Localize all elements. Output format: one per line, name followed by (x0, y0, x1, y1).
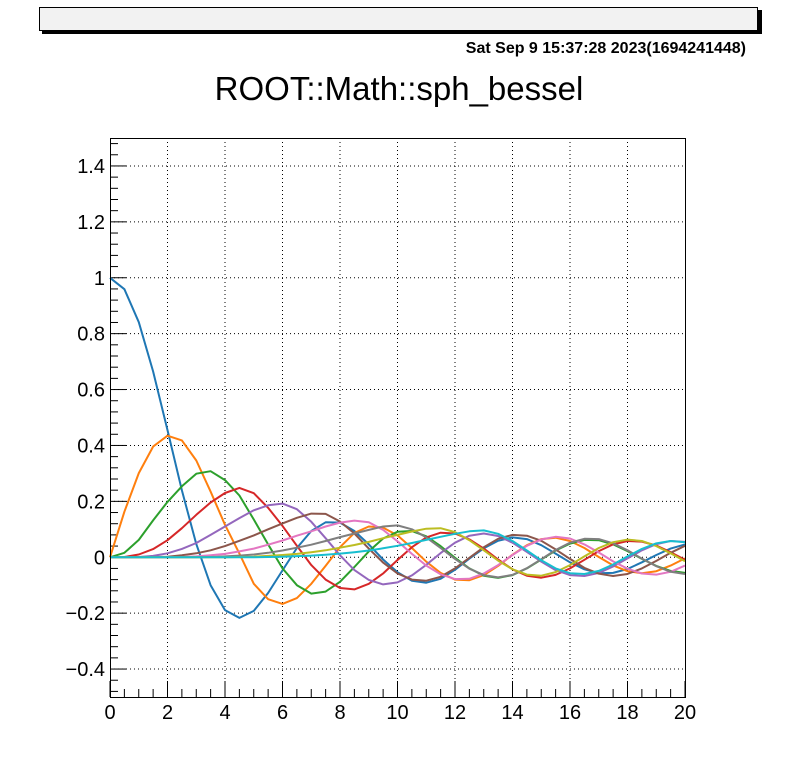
series-line-2 (109, 470, 686, 595)
x-tick-label: 4 (219, 702, 230, 724)
y-tick-label: 0 (94, 547, 105, 569)
x-tick-label: 10 (386, 702, 408, 724)
y-tick-label: −0.4 (66, 659, 105, 681)
y-tick-label: 0.2 (77, 491, 105, 513)
x-tick-label: 2 (162, 702, 173, 724)
series-line-5 (110, 512, 686, 582)
series-line-3 (109, 486, 686, 591)
x-tick-label: 0 (104, 702, 115, 724)
y-tick-label: 0.4 (77, 435, 105, 457)
x-tick-label: 8 (334, 702, 345, 724)
y-tick-label: 1.2 (77, 212, 105, 234)
series-line-4 (110, 502, 686, 586)
y-tick-label: 1.4 (77, 156, 105, 178)
chart-title: ROOT::Math::sph_bessel (214, 70, 584, 107)
y-tick-label: 0.8 (77, 324, 105, 346)
series-line-6 (110, 519, 686, 581)
series-line-9 (110, 529, 686, 575)
y-tick-label: −0.2 (66, 603, 105, 625)
x-tick-labels: 0 2 4 6 8 10 12 14 16 18 20 (104, 702, 696, 724)
grid-lines (110, 138, 685, 697)
y-tick-label: 0.6 (77, 380, 105, 402)
datestamp: Sat Sep 9 15:37:28 2023(1694241448) (465, 40, 746, 57)
x-tick-label: 18 (616, 702, 638, 724)
curves (109, 277, 686, 619)
y-tick-labels: −0.4 −0.2 0 0.2 0.4 0.6 0.8 1 1.2 1.4 (66, 156, 105, 681)
plot-frame (110, 138, 686, 698)
x-tick-label: 14 (501, 702, 523, 724)
x-tick-label: 6 (277, 702, 288, 724)
x-tick-label: 16 (559, 702, 581, 724)
empty-title-box (39, 7, 758, 31)
x-tick-label: 12 (444, 702, 466, 724)
x-tick-label: 20 (674, 702, 696, 724)
y-tick-label: 1 (94, 268, 105, 290)
